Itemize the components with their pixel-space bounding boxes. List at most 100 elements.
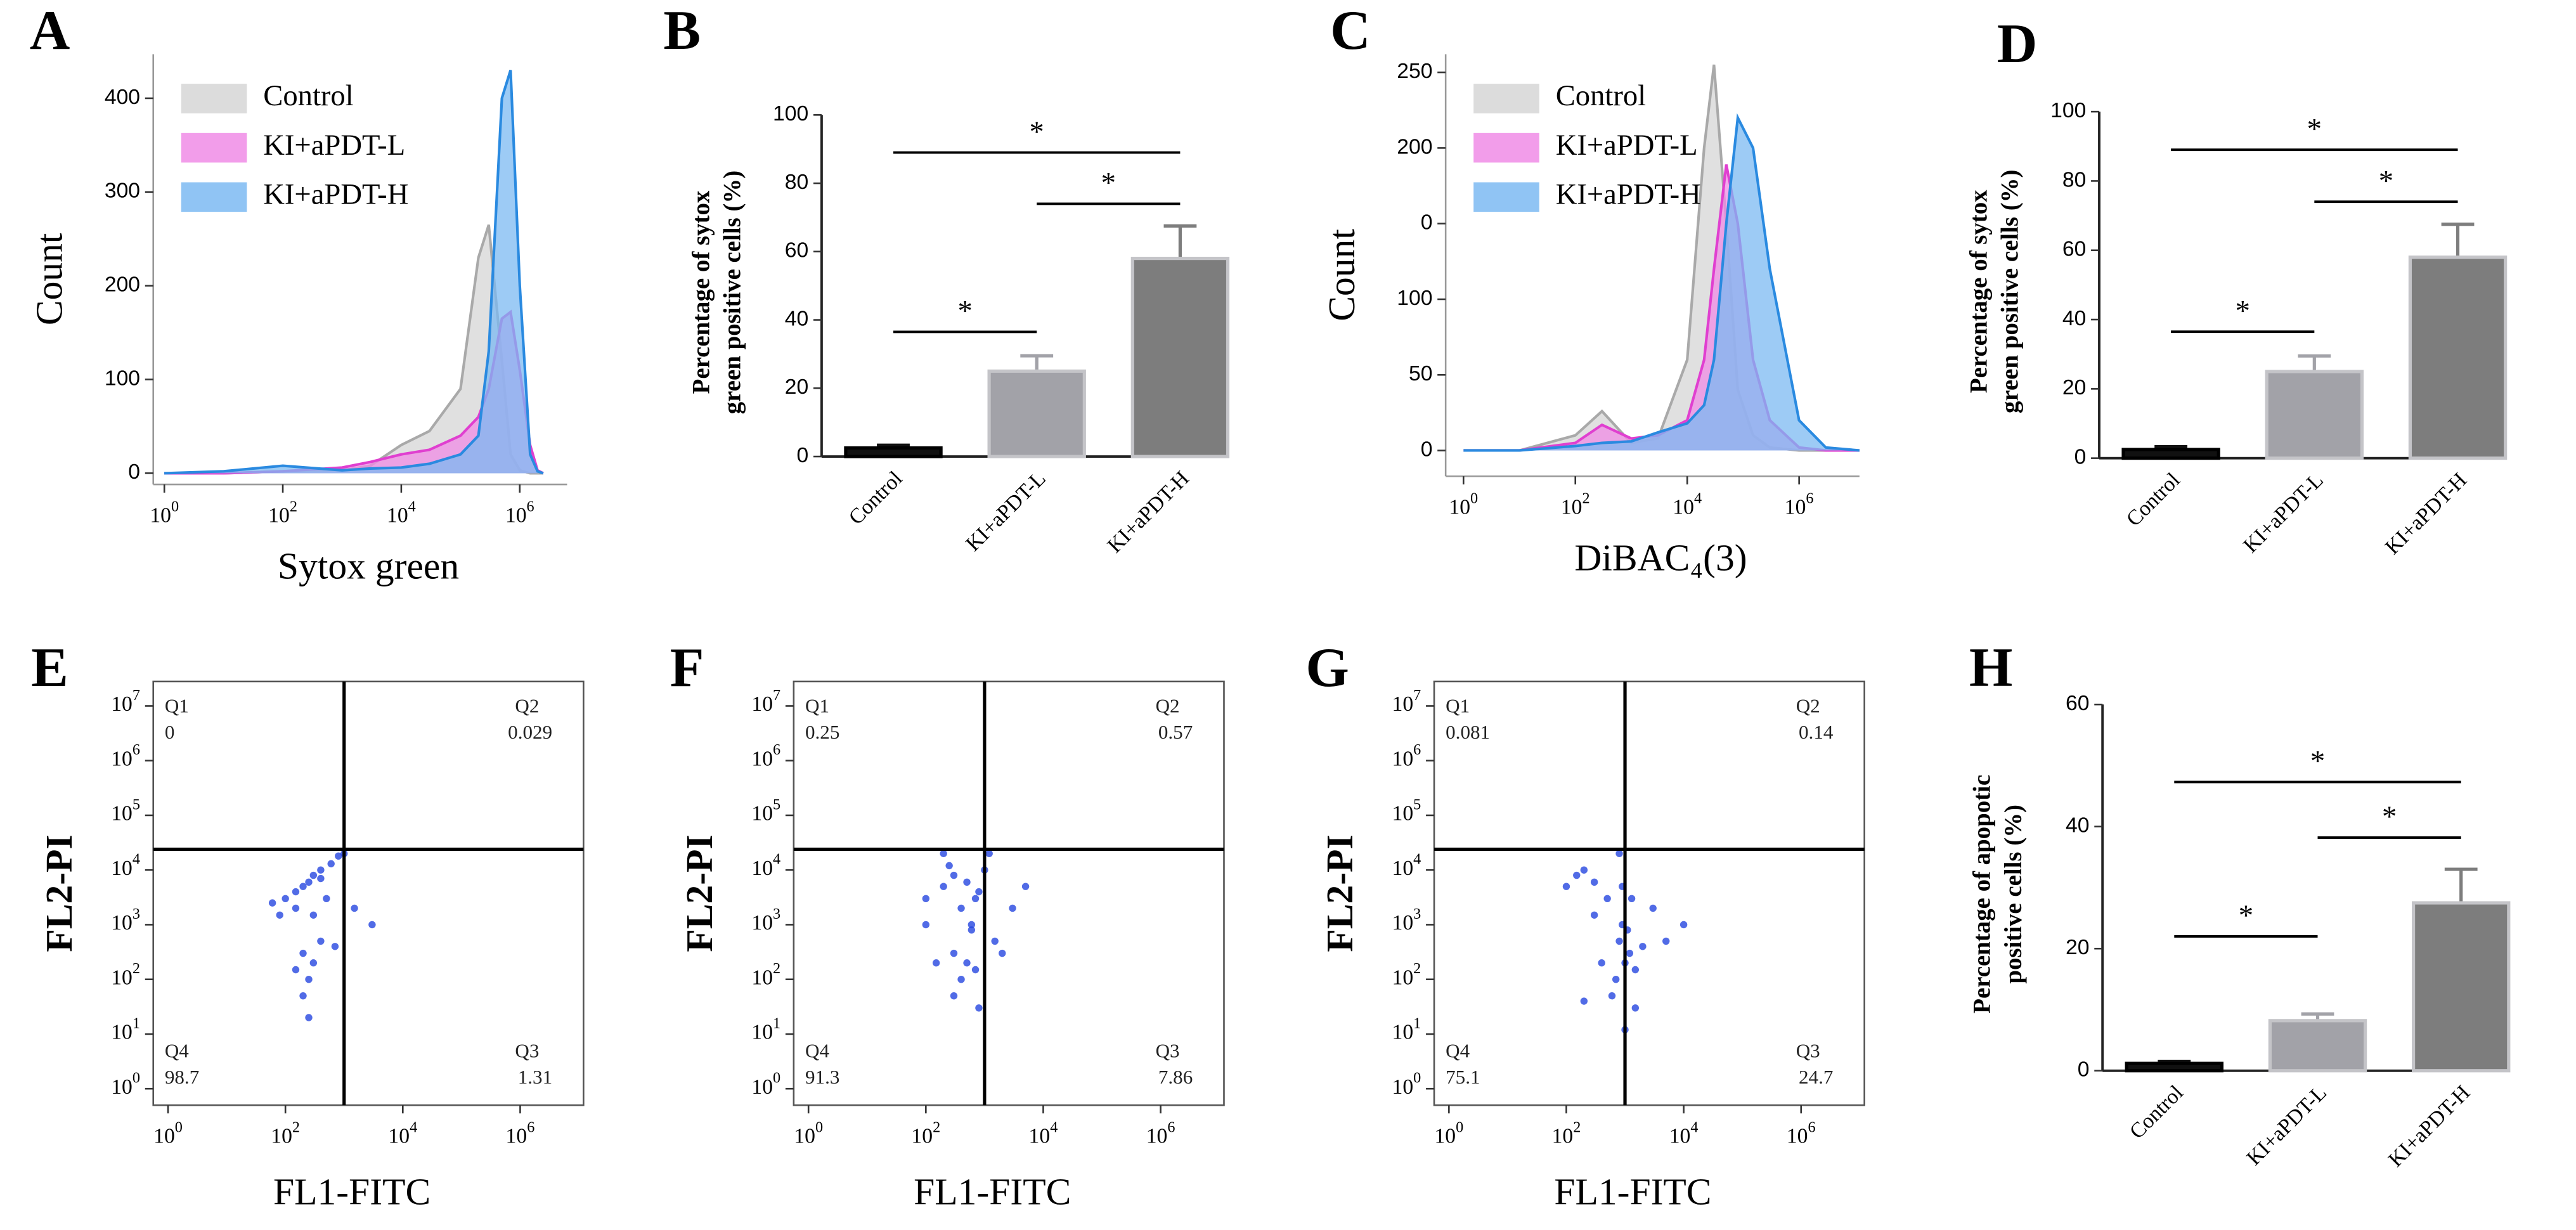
x-tick-label: Control — [845, 467, 907, 529]
event-dot — [327, 860, 335, 868]
y-tick-label: 105 — [751, 796, 780, 825]
y-tick-label: 100 — [751, 1069, 780, 1099]
error-bar — [1020, 354, 1054, 372]
bar — [2125, 1061, 2224, 1073]
quadrant-percent: 0.25 — [805, 721, 839, 743]
quadrant-percent: 0.14 — [1799, 721, 1834, 743]
bar — [2412, 901, 2511, 1073]
x-tick-label: 100 — [1449, 489, 1478, 519]
event-dot — [292, 904, 300, 912]
y-tick-label: 20 — [2062, 376, 2086, 399]
y-tick-label: 0 — [2078, 1058, 2090, 1082]
quadrant-name: Q2 — [1156, 694, 1180, 716]
event-dot — [957, 904, 965, 912]
y-tick-label: 400 — [105, 86, 140, 109]
y-tick-label: 101 — [1392, 1014, 1421, 1044]
y-tick-label: 103 — [751, 905, 780, 935]
y-tick-label: 300 — [105, 179, 140, 203]
event-dot — [268, 899, 276, 907]
x-axis-label: DiBAC₄(3) — [1574, 536, 1747, 578]
y-tick-label: 20 — [785, 375, 808, 399]
event-dot — [991, 937, 999, 945]
event-dot — [922, 921, 930, 929]
event-dot — [975, 888, 983, 896]
y-tick-label: 104 — [111, 850, 140, 880]
panel-letter: A — [30, 0, 70, 62]
x-tick-label: 102 — [911, 1118, 940, 1148]
significance-mark: * — [2236, 294, 2250, 327]
x-tick-label: Control — [2122, 469, 2185, 531]
event-dot — [1608, 992, 1616, 1000]
y-tick-label: 104 — [1392, 850, 1421, 880]
x-tick-label: 102 — [1561, 489, 1590, 519]
event-dot — [1631, 966, 1640, 974]
quadrant-percent: 75.1 — [1446, 1066, 1480, 1088]
significance-mark: * — [2307, 112, 2322, 145]
y-tick-label: 100 — [1392, 1069, 1421, 1099]
quadrant-name: Q1 — [165, 694, 189, 716]
event-dot — [1021, 883, 1030, 890]
event-dot — [1628, 895, 1636, 902]
event-dot — [971, 966, 980, 974]
event-dot — [968, 921, 976, 929]
error-bar — [2441, 223, 2475, 257]
x-tick-label: 104 — [1669, 1118, 1699, 1148]
y-axis-label: positive cells (%) — [2000, 805, 2027, 984]
legend-swatch — [181, 182, 247, 212]
event-dot — [1612, 975, 1620, 983]
quadrant-name: Q3 — [1156, 1039, 1180, 1061]
event-dot — [963, 959, 971, 967]
panel-letter: E — [31, 637, 68, 699]
bar — [844, 446, 943, 458]
x-tick-label: 106 — [1787, 1118, 1816, 1148]
y-tick-label: 101 — [751, 1014, 780, 1044]
y-tick-label: 100 — [1397, 287, 1432, 310]
event-dot — [950, 949, 958, 957]
panel-letter: C — [1330, 0, 1371, 62]
y-tick-label: 200 — [105, 273, 140, 297]
x-tick-label: 104 — [1029, 1118, 1058, 1148]
y-tick-label: 0 — [796, 444, 808, 467]
event-dot — [1603, 895, 1611, 902]
event-dot — [1662, 937, 1670, 945]
event-dot — [305, 1014, 313, 1021]
event-dot — [309, 871, 318, 879]
x-tick-label: KI+aPDT-H — [1103, 467, 1194, 557]
x-axis-label: Sytox green — [278, 545, 459, 586]
bar — [1130, 256, 1230, 458]
event-dot — [1649, 904, 1657, 912]
panel-letter: G — [1305, 637, 1349, 699]
legend-label: Control — [263, 79, 353, 112]
event-dot — [1615, 850, 1623, 857]
x-tick-label: KI+aPDT-L — [2242, 1081, 2331, 1170]
y-tick-label: 106 — [111, 741, 140, 771]
quadrant-name: Q4 — [805, 1039, 829, 1061]
event-dot — [971, 895, 980, 902]
event-dot — [331, 943, 339, 950]
event-dot — [351, 904, 358, 912]
x-tick-label: KI+aPDT-L — [961, 467, 1051, 556]
event-dot — [317, 874, 325, 883]
y-tick-label: 104 — [751, 850, 780, 880]
y-tick-label: 80 — [2062, 168, 2086, 191]
significance-mark: * — [2379, 164, 2393, 197]
event-dot — [985, 850, 993, 857]
event-dot — [1626, 949, 1634, 957]
x-tick-label: 106 — [1785, 489, 1814, 519]
y-axis-label: FL2-PI — [678, 834, 720, 952]
event-dot — [1598, 959, 1605, 967]
y-tick-label: 40 — [2062, 307, 2086, 330]
event-dot — [299, 992, 307, 1000]
event-dot — [305, 878, 313, 886]
y-axis-label: FL2-PI — [38, 834, 80, 952]
significance-mark: * — [957, 295, 972, 328]
event-dot — [292, 966, 300, 974]
quadrant-name: Q2 — [1796, 694, 1820, 716]
significance-mark: * — [1101, 167, 1116, 200]
y-tick-label: 107 — [111, 686, 140, 716]
legend-label: KI+aPDT-L — [263, 129, 405, 162]
bar — [2408, 256, 2508, 460]
y-tick-label: 103 — [1392, 905, 1421, 935]
quadrant-name: Q3 — [515, 1039, 539, 1061]
x-tick-label: Control — [2125, 1081, 2188, 1144]
